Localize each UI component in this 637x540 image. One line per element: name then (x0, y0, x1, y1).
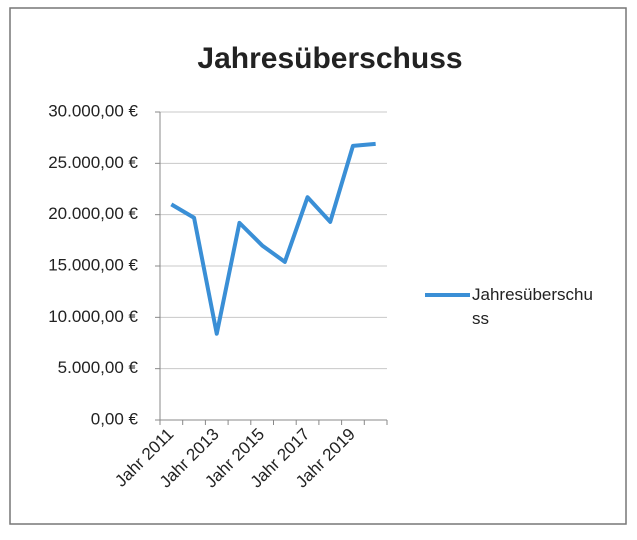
y-tick-label: 20.000,00 € (48, 204, 138, 223)
y-tick-label: 15.000,00 € (48, 255, 138, 274)
data-line (170, 141, 376, 336)
y-tick-label: 0,00 € (91, 409, 139, 428)
y-tick-label: 25.000,00 € (48, 153, 138, 172)
y-tick-label: 10.000,00 € (48, 307, 138, 326)
y-tick-label: 30.000,00 € (48, 101, 138, 120)
legend-label: Jahresüberschuss (472, 285, 593, 328)
chart-title: Jahresüberschuss (197, 42, 462, 75)
y-tick-label: 5.000,00 € (58, 358, 139, 377)
